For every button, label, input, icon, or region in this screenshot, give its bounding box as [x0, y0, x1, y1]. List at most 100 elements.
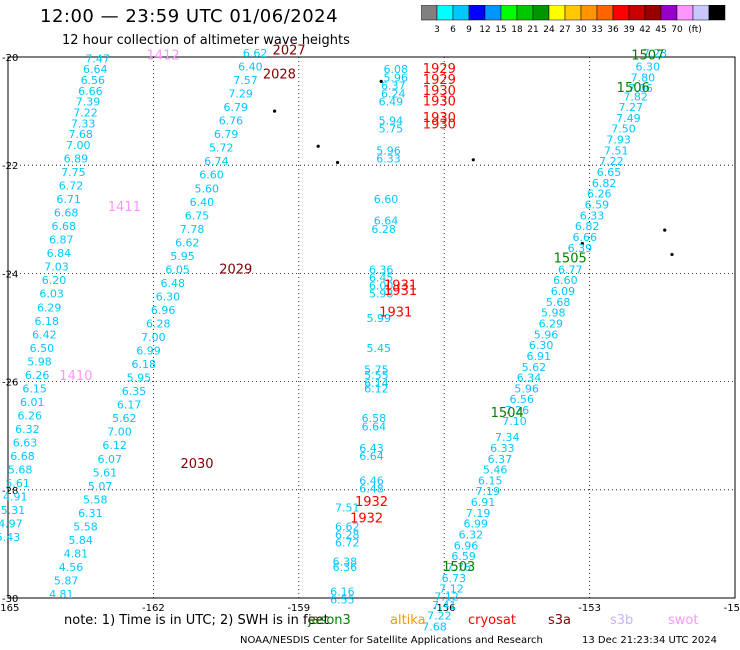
- lon-tick-label: -165: [0, 603, 19, 614]
- swh-value-label: 4.91: [3, 491, 28, 504]
- swh-value-label: 6.09: [551, 285, 576, 298]
- swh-value-label: 6.62: [243, 47, 268, 60]
- swh-value-label: 7.19: [476, 485, 501, 498]
- swh-value-label: 6.01: [20, 396, 45, 409]
- swh-value-label: 5.96: [514, 382, 539, 395]
- swh-value-label: 6.68: [51, 220, 76, 233]
- swh-value-label: 6.24: [381, 88, 406, 101]
- swh-value-label: 6.40: [238, 61, 263, 74]
- swh-value-label: 6.49: [379, 96, 404, 109]
- swh-value-label: 5.99: [367, 312, 392, 325]
- swh-value-label: 6.68: [54, 207, 79, 220]
- swh-value-label: 5.46: [483, 464, 508, 477]
- pass-number-label: 1503: [442, 560, 475, 575]
- legend-label: 24: [543, 25, 555, 35]
- swh-value-label: 6.18: [35, 315, 60, 328]
- legend-label: 12: [479, 25, 490, 35]
- sat-legend-s3b: s3b: [610, 613, 634, 628]
- swh-value-label: 7.51: [335, 501, 360, 514]
- swh-value-label: 7.57: [233, 74, 258, 87]
- plot-frame: [7, 56, 736, 599]
- lat-tick-label: -24: [2, 269, 18, 280]
- color-legend-labels: 3 6 9 12 15 18 21 24 27 30 33 36 39 42 45 70 (ft): [434, 25, 702, 35]
- swh-value-label: 5.98: [27, 355, 52, 368]
- swh-value-label: 6.73: [442, 572, 467, 585]
- swh-value-label: 6.29: [539, 318, 564, 331]
- swh-value-label: 6.66: [78, 85, 103, 98]
- swh-value-label: 7.82: [623, 90, 648, 103]
- legend-label: 70: [671, 25, 683, 35]
- swh-value-label: 6.76: [219, 115, 244, 128]
- swh-value-label: 6.32: [15, 423, 40, 436]
- island-dot: [316, 144, 320, 148]
- pass-number-label: 1507: [631, 49, 664, 64]
- swh-value-label: 6.50: [30, 342, 55, 355]
- chart-subtitle: 12 hour collection of altimeter wave hei…: [62, 33, 350, 48]
- legend-label: 33: [591, 25, 602, 35]
- legend-label: 27: [559, 25, 570, 35]
- swh-value-label: 6.15: [22, 382, 47, 395]
- swh-value-label: 6.29: [37, 301, 62, 314]
- swh-value-label: 7.00: [141, 331, 166, 344]
- swh-value-label: 6.75: [185, 209, 210, 222]
- swh-value-label: 5.98: [369, 288, 394, 301]
- swh-value-label: 6.30: [529, 339, 554, 352]
- legend-label: 3: [434, 25, 440, 35]
- legend-label: 18: [511, 25, 523, 35]
- swh-value-label: 6.14: [364, 377, 389, 390]
- pass-number-label: 1930: [423, 111, 456, 126]
- swh-value-label: 7.93: [606, 134, 631, 147]
- pass-number-label: 1931: [384, 284, 417, 299]
- swh-value-label: 6.74: [204, 155, 229, 168]
- swh-value-label: 6.77: [558, 263, 583, 276]
- swh-value-label: 6.37: [488, 453, 513, 466]
- swh-value-label: 6.16: [330, 585, 355, 598]
- island-dot: [670, 252, 674, 257]
- swh-value-label: 6.26: [587, 188, 612, 201]
- swh-value-label: 7.12: [434, 591, 459, 604]
- pass-number-label: 1929: [423, 62, 456, 77]
- swh-value-label: 4.81: [64, 547, 89, 560]
- swh-value-label: 6.56: [509, 393, 534, 406]
- lon-tick-label: -150: [724, 603, 740, 614]
- swh-value-label: 5.60: [194, 182, 219, 195]
- lat-tick-label: -30: [2, 594, 18, 605]
- island-dot: [663, 228, 667, 232]
- swh-value-label: 7.68: [68, 128, 93, 141]
- swh-value-label: 6.00: [369, 280, 394, 293]
- swh-value-label: 6.64: [362, 420, 387, 433]
- island-dot: [379, 79, 383, 83]
- swh-value-label: 6.30: [156, 290, 181, 303]
- legend-label: 21: [527, 25, 538, 35]
- swh-value-label: 6.56: [81, 74, 106, 87]
- sat-legend-jason3: jason3: [308, 613, 351, 628]
- swh-value-label: 5.61: [5, 477, 30, 490]
- swh-value-label: 6.82: [575, 220, 600, 233]
- pass-number-label: 1411: [108, 200, 141, 215]
- swh-value-label: 5.95: [170, 250, 195, 263]
- swh-value-label: 7.76: [446, 561, 471, 574]
- swh-value-label: 7.41: [432, 599, 457, 612]
- swh-value-label: 7.80: [631, 71, 656, 84]
- swh-value-label: 5.58: [83, 493, 108, 506]
- swh-value-label: 6.36: [333, 561, 358, 574]
- note-text: note: 1) Time is in UTC; 2) SWH is in fe…: [64, 613, 329, 628]
- swh-value-label: 6.33: [580, 209, 605, 222]
- swh-value-label: 5.62: [522, 361, 547, 374]
- sat-legend-cryosat: cryosat: [468, 613, 516, 628]
- swh-value-label: 7.29: [228, 88, 253, 101]
- swh-value-label: 6.91: [471, 496, 496, 509]
- swh-value-label: 7.12: [439, 583, 464, 596]
- swh-value-label: 6.55: [330, 593, 355, 606]
- swh-value-label: 6.15: [478, 474, 503, 487]
- swh-value-label: 6.65: [597, 166, 622, 179]
- swh-value-label: 5.62: [112, 412, 137, 425]
- pass-number-label: 1930: [423, 95, 456, 110]
- pass-number-label: 2027: [273, 43, 306, 58]
- pass-number-label: 1412: [147, 49, 180, 64]
- swh-value-label: 5.96: [383, 71, 408, 84]
- swh-value-label: 5.61: [93, 466, 118, 479]
- pass-number-label: 1929: [423, 73, 456, 88]
- swh-value-label: 5.68: [546, 296, 571, 309]
